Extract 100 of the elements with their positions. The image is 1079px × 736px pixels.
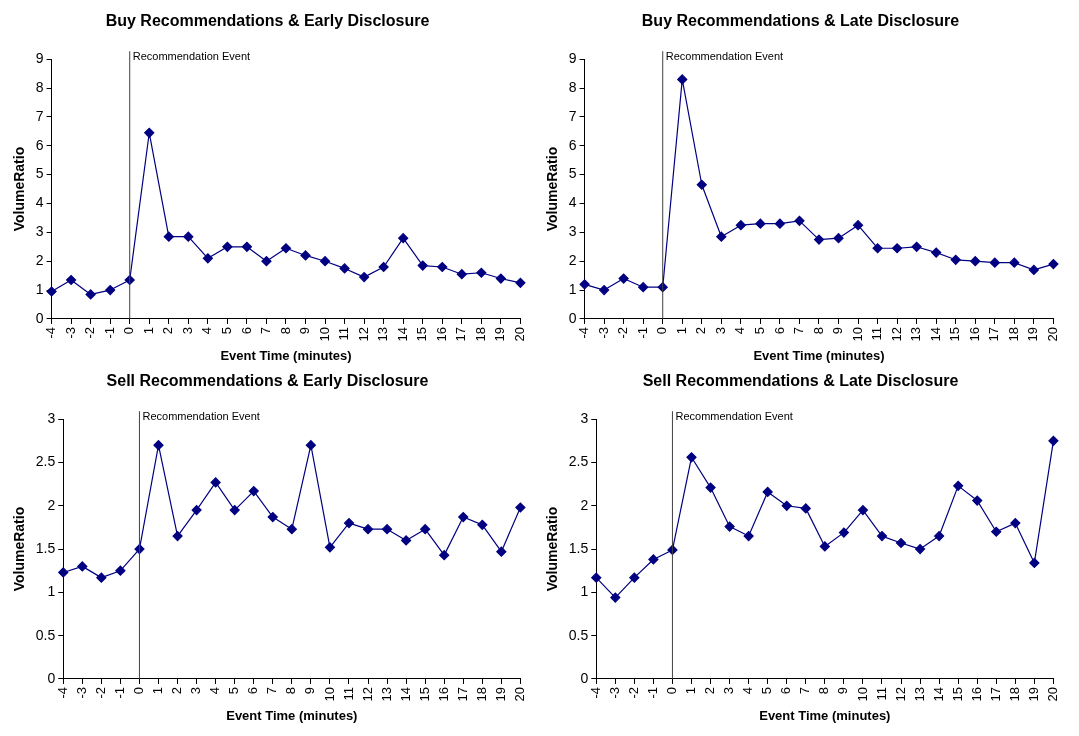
x-tick-label: 11: [340, 686, 356, 701]
y-axis-title: VolumeRatio: [544, 506, 561, 592]
x-tick-label: 0: [121, 326, 137, 335]
x-tick-label: -1: [644, 686, 660, 699]
y-tick-label: 1: [35, 280, 44, 297]
ref-line-label: Recommendation Event: [665, 49, 784, 62]
ref-line-label: Recommendation Event: [132, 49, 251, 62]
point: [1048, 259, 1059, 270]
point: [267, 511, 278, 523]
x-tick-label: 1: [140, 326, 156, 335]
y-tick-label: 5: [568, 165, 577, 182]
y-tick-label: 4: [568, 194, 577, 211]
y-tick-label: 3: [580, 410, 589, 427]
point: [618, 273, 629, 284]
point: [105, 284, 116, 296]
point: [96, 572, 107, 583]
x-axis-title: Event Time (minutes): [226, 707, 358, 723]
chart-title: Buy Recommendations & Late Disclosure: [641, 12, 960, 30]
x-tick-label: 15: [414, 326, 430, 342]
chart-title: Sell Recommendations & Early Disclosure: [106, 372, 429, 390]
point: [66, 274, 77, 286]
x-tick-label: 7: [258, 326, 274, 335]
x-tick-label: -4: [43, 326, 59, 339]
x-tick-label: -2: [92, 686, 108, 699]
point: [324, 542, 336, 553]
x-tick-label: 4: [199, 326, 215, 335]
point: [876, 530, 888, 542]
x-tick-label: 15: [416, 686, 432, 702]
point: [458, 511, 469, 523]
x-tick-label: -2: [625, 686, 641, 699]
x-tick-label: 1: [673, 326, 689, 335]
y-tick-label: 2.5: [35, 453, 56, 470]
x-tick-label: 18: [473, 686, 489, 702]
point: [378, 261, 389, 273]
y-tick-label: 2: [568, 252, 577, 269]
point: [362, 524, 374, 535]
y-tick-label: 4: [35, 194, 44, 211]
point: [686, 452, 697, 463]
x-tick-label: 10: [849, 326, 865, 342]
x-tick-label: 3: [712, 326, 728, 335]
point: [599, 284, 610, 296]
x-tick-label: 15: [947, 326, 963, 342]
x-tick-label: 16: [968, 686, 984, 702]
point: [183, 231, 194, 242]
y-tick-label: 2.5: [568, 453, 589, 470]
point: [319, 256, 331, 267]
x-tick-label: 14: [397, 686, 413, 702]
point: [857, 505, 869, 516]
point: [477, 519, 488, 530]
point: [191, 505, 202, 516]
y-tick-label: 1: [568, 280, 577, 297]
point: [202, 253, 213, 264]
ref-line-label: Recommendation Event: [142, 409, 260, 422]
x-tick-label: -4: [587, 686, 603, 699]
point: [1048, 435, 1059, 446]
y-tick-label: 1.5: [568, 539, 589, 556]
x-tick-label: 16: [435, 686, 451, 702]
point: [343, 518, 355, 529]
y-tick-label: 1: [580, 583, 589, 600]
point: [496, 546, 507, 557]
point: [456, 269, 467, 280]
y-tick-label: 3: [35, 223, 44, 240]
point: [476, 267, 487, 278]
point: [1028, 264, 1039, 275]
y-tick-label: 0.5: [568, 626, 589, 643]
x-tick-label: 16: [433, 326, 449, 342]
chart-title: Sell Recommendations & Late Disclosure: [642, 372, 959, 390]
point: [381, 524, 393, 535]
x-tick-label: 8: [816, 686, 832, 695]
x-tick-label: 12: [888, 326, 904, 342]
x-tick-label: 4: [207, 686, 223, 695]
x-tick-label: 11: [873, 686, 889, 701]
y-tick-label: 2: [580, 496, 589, 513]
y-axis-title: VolumeRatio: [11, 146, 28, 232]
point: [648, 554, 659, 565]
point: [724, 521, 735, 532]
x-tick-label: -4: [54, 686, 70, 699]
y-tick-label: 9: [35, 50, 44, 67]
x-tick-label: 0: [664, 686, 680, 695]
x-tick-label: 19: [492, 686, 508, 702]
x-tick-label: 20: [511, 326, 527, 342]
x-tick-label: -3: [595, 326, 611, 339]
point: [495, 273, 506, 284]
point: [755, 218, 766, 229]
x-tick-label: 12: [355, 326, 371, 342]
x-axis-title: Event Time (minutes): [220, 347, 352, 363]
y-tick-label: 8: [35, 78, 44, 95]
point: [743, 530, 754, 542]
x-tick-label: 11: [869, 326, 885, 341]
point: [144, 127, 155, 138]
y-tick-label: 6: [35, 136, 44, 153]
x-tick-label: 3: [188, 686, 204, 695]
y-tick-label: 9: [568, 50, 577, 67]
x-tick-label: 6: [778, 686, 794, 695]
point: [838, 527, 849, 538]
point: [931, 247, 942, 258]
point: [437, 261, 448, 273]
x-tick-label: 0: [654, 326, 670, 335]
point: [172, 530, 183, 542]
x-tick-label: 8: [277, 326, 293, 335]
